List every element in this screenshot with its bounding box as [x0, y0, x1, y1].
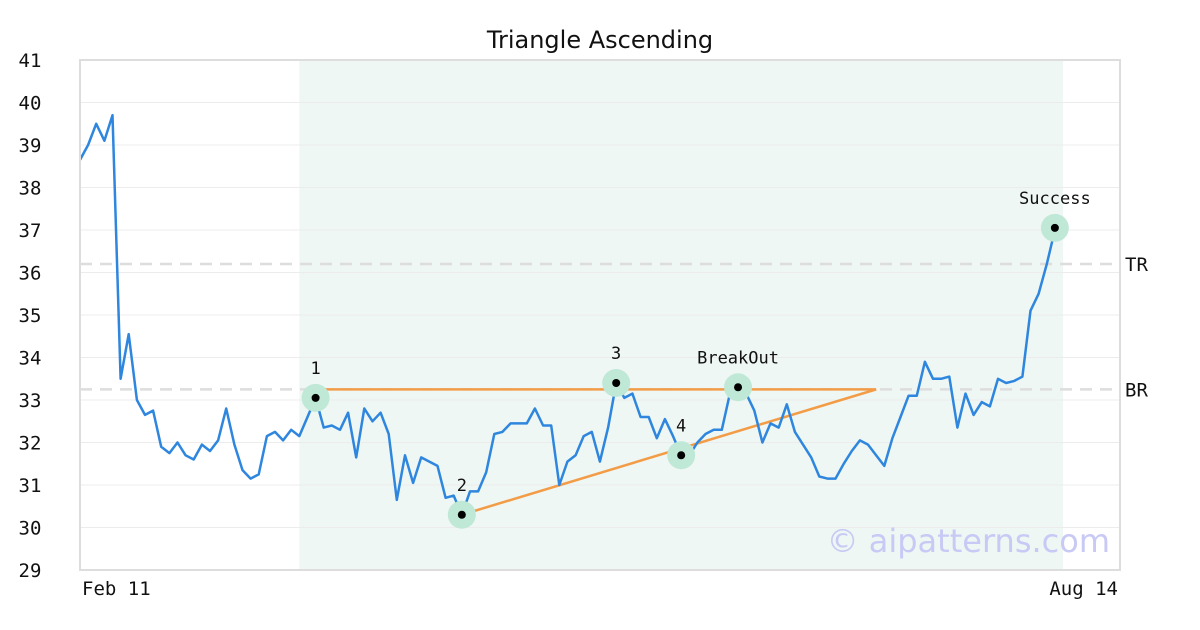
point-label-breakout: BreakOut — [697, 348, 779, 368]
point-label-3: 3 — [611, 344, 621, 364]
point-label-2: 2 — [457, 476, 467, 496]
point-marker-4 — [677, 451, 686, 460]
y-tick-label: 36 — [19, 263, 42, 285]
y-tick-label: 31 — [19, 475, 42, 497]
x-tick-label: Aug 14 — [1049, 578, 1118, 600]
reference-label-tr: TR — [1125, 254, 1148, 276]
x-tick-label: Feb 11 — [82, 578, 151, 600]
watermark: © aipatterns.com — [827, 522, 1110, 560]
y-tick-label: 30 — [19, 518, 42, 540]
y-tick-label: 41 — [19, 50, 42, 72]
point-marker-success — [1050, 223, 1059, 232]
y-tick-label: 34 — [19, 348, 42, 370]
y-tick-label: 38 — [19, 178, 42, 200]
reference-label-br: BR — [1125, 379, 1148, 401]
point-marker-3 — [612, 379, 621, 387]
price-line — [78, 113, 1063, 517]
y-tick-label: 40 — [19, 93, 42, 115]
y-tick-label: 32 — [19, 433, 42, 455]
point-label-success: Success — [1019, 189, 1091, 209]
point-marker-2 — [457, 510, 466, 519]
plot-frame — [79, 59, 1121, 571]
y-tick-label: 39 — [19, 135, 42, 157]
point-label-1: 1 — [310, 359, 320, 379]
chart-title: Triangle Ascending — [486, 26, 713, 54]
point-marker-breakout — [734, 383, 743, 392]
point-marker-1 — [311, 393, 320, 402]
y-tick-label: 37 — [19, 220, 42, 242]
y-tick-label: 33 — [19, 390, 42, 412]
point-label-4: 4 — [676, 416, 686, 436]
y-tick-label: 29 — [19, 560, 42, 582]
y-tick-label: 35 — [19, 305, 42, 327]
